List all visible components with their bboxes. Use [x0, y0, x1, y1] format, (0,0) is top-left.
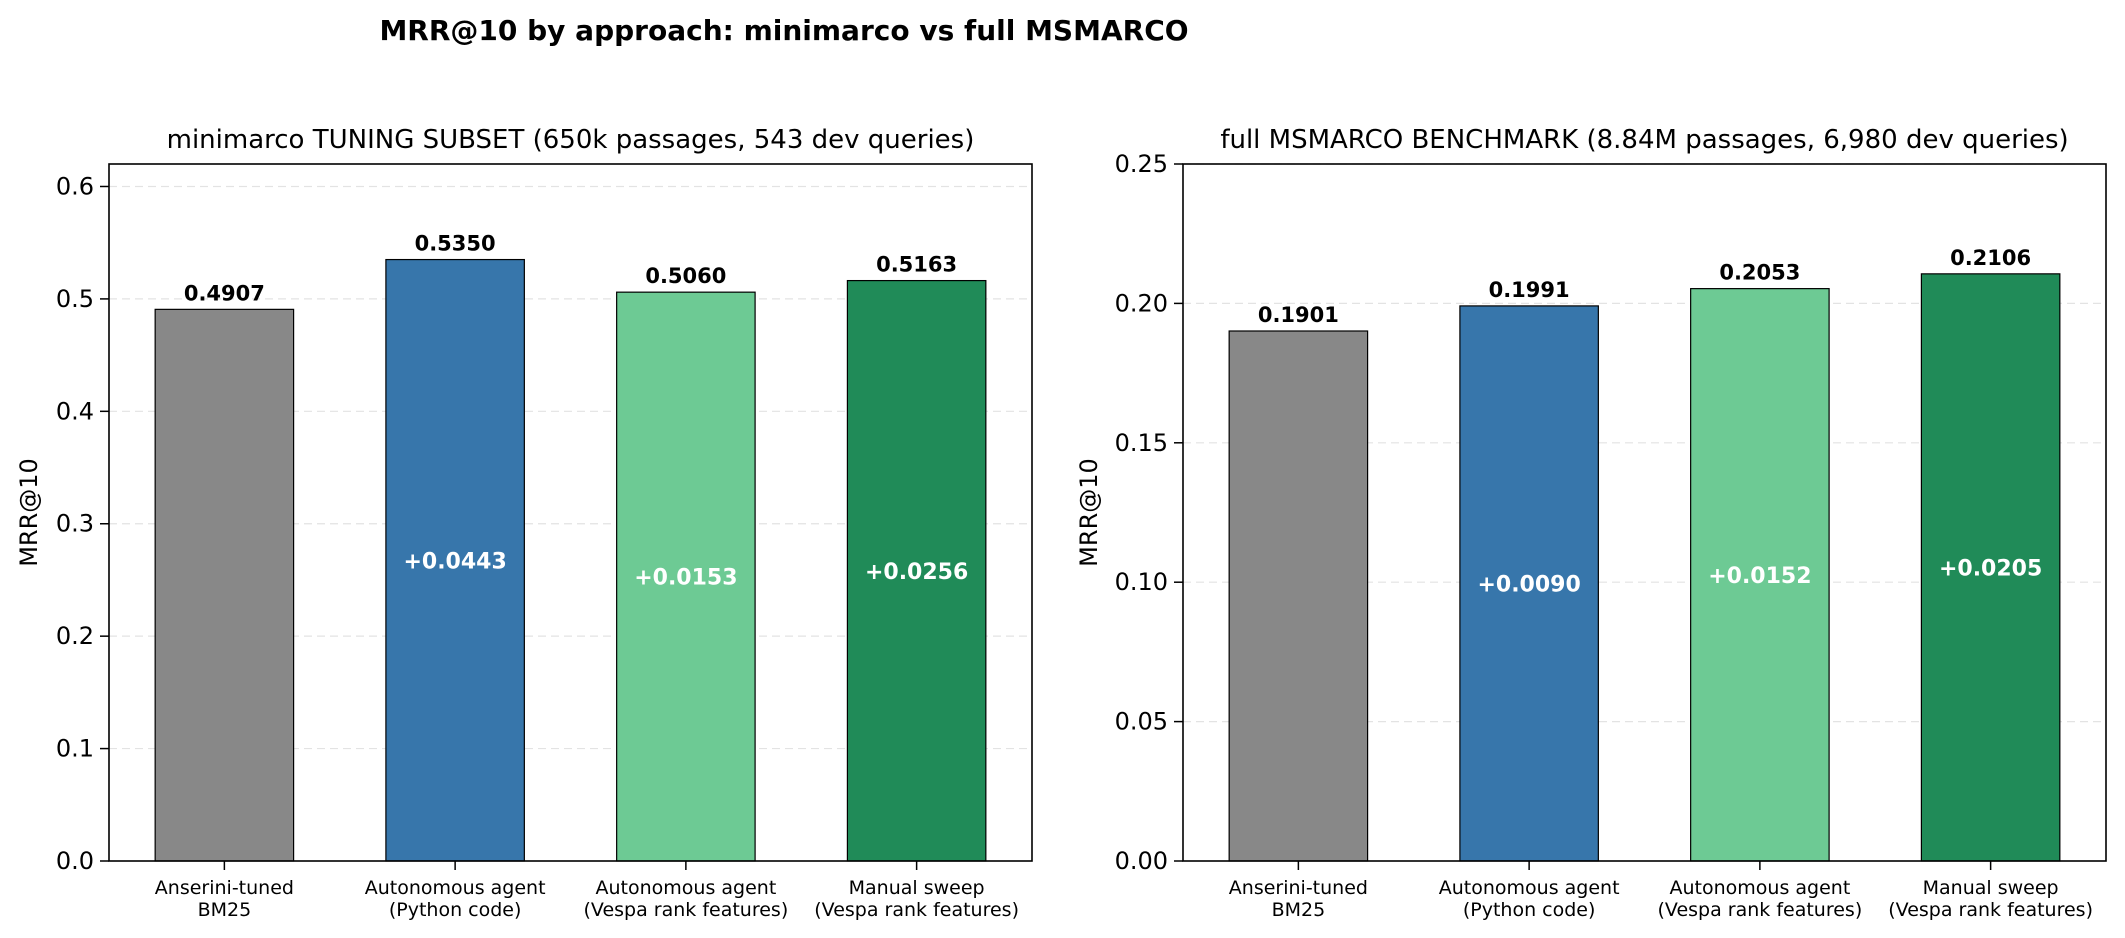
x-tick-label: Manual sweep	[849, 877, 985, 899]
y-tick-label: 0.00	[1115, 847, 1168, 875]
y-tick-label: 0.05	[1115, 708, 1168, 736]
bar-delta-label: +0.0256	[865, 560, 968, 585]
panel-title: full MSMARCO BENCHMARK (8.84M passages, …	[1220, 125, 2068, 155]
x-tick-label: Autonomous agent	[1439, 877, 1620, 899]
bar-delta-label: +0.0090	[1477, 572, 1580, 597]
x-tick-label: Manual sweep	[1923, 877, 2059, 899]
x-tick-label: (Vespa rank features)	[584, 899, 789, 921]
y-tick-label: 0.5	[56, 285, 94, 313]
figure-title: MRR@10 by approach: minimarco vs full MS…	[379, 14, 1188, 47]
x-tick-label: Anserini-tuned	[1229, 877, 1368, 899]
bar-value-label: 0.5060	[645, 264, 726, 288]
left-chart-panel: 0.0 0.1 0.2 0.3 0.4 0.5 0.6 0.4907 Anserini-tune…	[15, 125, 1033, 921]
bar-value-label: 0.2106	[1950, 246, 2031, 270]
bar	[846, 279, 987, 862]
bar	[1920, 273, 2061, 862]
panel-title: minimarco TUNING SUBSET (650k passages, …	[167, 125, 975, 155]
bar-delta-label: +0.0152	[1708, 564, 1811, 589]
y-tick-label: 0.4	[56, 397, 94, 425]
x-tick-label: Anserini-tuned	[155, 877, 294, 899]
y-tick-label: 0.20	[1115, 289, 1168, 317]
x-tick-label: Autonomous agent	[595, 877, 776, 899]
x-tick-label: (Vespa rank features)	[1658, 899, 1863, 921]
right-chart-panel: 0.00 0.05 0.10 0.15 0.20 0.25 0.1901 Anserini-t…	[1075, 125, 2107, 921]
x-tick-label: (Python code)	[389, 899, 522, 921]
x-tick-label: Autonomous agent	[1669, 877, 1850, 899]
y-axis-label: MRR@10	[15, 458, 43, 567]
bar-value-label: 0.5350	[415, 232, 496, 256]
y-tick-label: 0.3	[56, 510, 94, 538]
bar-value-label: 0.4907	[184, 281, 265, 305]
bar-value-label: 0.1991	[1489, 278, 1570, 302]
y-tick-label: 0.0	[56, 847, 94, 875]
y-tick-label: 0.2	[56, 622, 94, 650]
y-tick-label: 0.1	[56, 735, 94, 763]
x-tick-label: (Vespa rank features)	[814, 899, 1019, 921]
bar	[616, 291, 756, 862]
y-tick-label: 0.25	[1115, 150, 1168, 178]
bar-value-label: 0.2053	[1719, 261, 1800, 285]
bar-value-label: 0.1901	[1258, 303, 1339, 327]
bar-delta-label: +0.0153	[634, 566, 737, 591]
bar-value-label: 0.5163	[876, 253, 957, 277]
bar	[154, 308, 295, 862]
axes-frame	[108, 163, 1033, 862]
y-tick-label: 0.10	[1115, 568, 1168, 596]
bar	[1459, 305, 1599, 862]
y-tick-label: 0.15	[1115, 429, 1168, 457]
bar	[1690, 288, 1830, 862]
y-axis-label: MRR@10	[1075, 458, 1103, 567]
y-tick-label: 0.6	[56, 172, 94, 200]
bar	[1228, 330, 1369, 862]
bar	[385, 258, 525, 862]
x-tick-label: BM25	[198, 899, 252, 921]
x-tick-label: (Vespa rank features)	[1888, 899, 2093, 921]
x-tick-label: Autonomous agent	[365, 877, 546, 899]
x-tick-label: (Python code)	[1463, 899, 1596, 921]
x-tick-label: BM25	[1272, 899, 1326, 921]
axes-frame	[1182, 163, 2107, 862]
bar-delta-label: +0.0443	[403, 549, 506, 574]
bar-delta-label: +0.0205	[1939, 556, 2042, 581]
